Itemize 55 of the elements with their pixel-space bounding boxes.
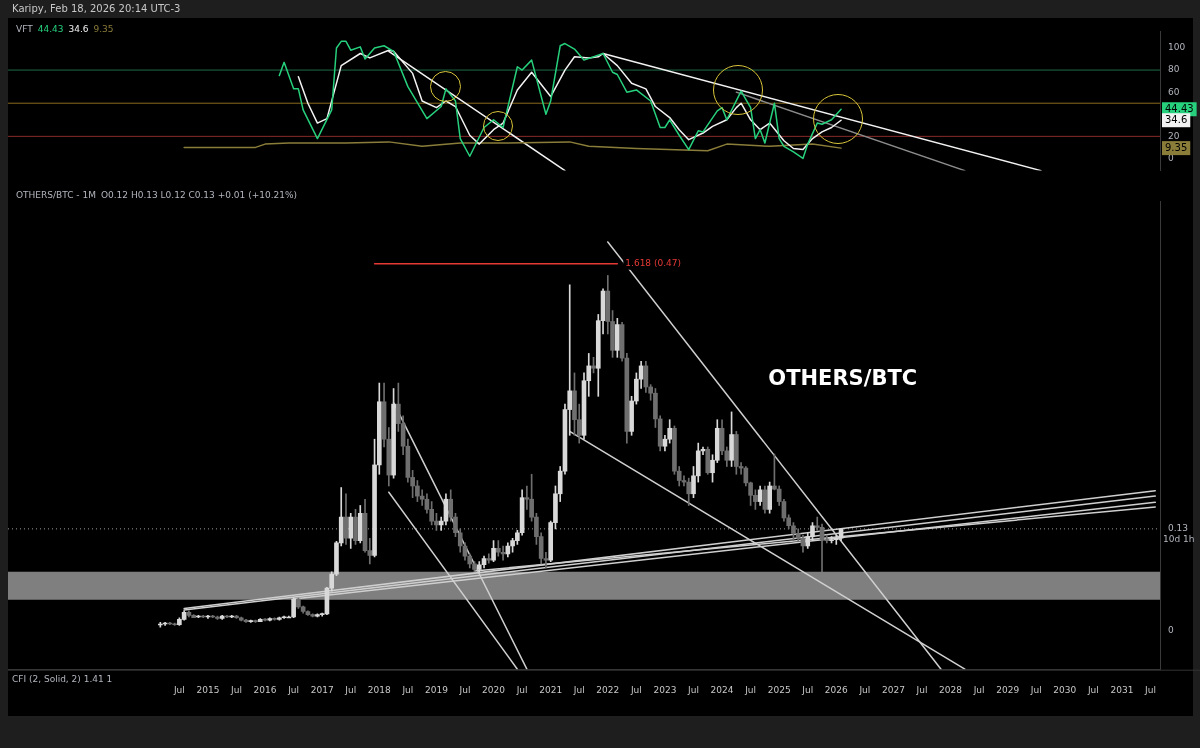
y-tick-label: 0.13 <box>1168 523 1189 534</box>
x-tick-label: 2015 <box>196 684 220 695</box>
x-tick-label: 2017 <box>310 684 334 695</box>
x-tick-label: Jul <box>458 684 471 695</box>
x-tick-label: Jul <box>401 684 414 695</box>
x-tick-label: 2023 <box>653 684 677 695</box>
chart-title: OTHERS/BTC - 1M <box>16 190 96 200</box>
y-tick-label: 60 <box>1168 86 1180 97</box>
x-tick-label: 2019 <box>424 684 449 695</box>
annotation: 44.43 <box>1165 102 1194 114</box>
x-tick-label: Jul <box>972 684 985 695</box>
x-tick-label: Jul <box>1086 684 1099 695</box>
x-tick-label: Jul <box>1029 684 1042 695</box>
x-tick-label: 2022 <box>596 684 620 695</box>
x-tick-label: Jul <box>1144 684 1156 695</box>
x-tick-label: 2027 <box>881 684 905 695</box>
x-tick-label: Jul <box>572 684 585 695</box>
y-tick-label: 100 <box>1168 42 1186 53</box>
x-tick-label: 2020 <box>482 684 506 695</box>
x-tick-label: 2031 <box>1110 684 1134 695</box>
x-tick-label: 2026 <box>824 684 849 695</box>
annotation: OTHERS/BTC <box>768 365 918 390</box>
x-tick-label: 2016 <box>253 684 277 695</box>
x-tick-label: Jul <box>629 684 642 695</box>
x-tick-label: 2029 <box>996 684 1020 695</box>
annotation: 1.618 (0.47) <box>625 258 682 269</box>
text: 34.6 <box>68 24 89 34</box>
text: 44.43 <box>37 24 64 34</box>
text: CFI (2, Solid, 2) 1.41 1 <box>12 673 113 684</box>
y-tick-label: 80 <box>1168 64 1180 75</box>
x-tick-label: Jul <box>858 684 871 695</box>
x-tick-label: Jul <box>515 684 528 695</box>
y-tick-label: 20 <box>1168 130 1180 141</box>
x-tick-label: 2018 <box>367 684 392 695</box>
text: Karipy, Feb 18, 2026 20:14 UTC-3 <box>12 3 181 14</box>
x-tick-label: 2021 <box>539 684 563 695</box>
x-tick-label: Jul <box>801 684 814 695</box>
annotation: 34.6 <box>1165 113 1188 125</box>
x-tick-label: 2030 <box>1053 684 1077 695</box>
chart-subtitle: O0.12 H0.13 L0.12 C0.13 +0.01 (+10.21%) <box>100 190 298 200</box>
x-tick-label: 2025 <box>767 684 791 695</box>
x-tick-label: Jul <box>172 684 185 695</box>
annotation: 9.35 <box>1165 141 1188 153</box>
x-tick-label: Jul <box>230 684 242 695</box>
chart-title: VFT <box>16 24 33 34</box>
x-tick-label: 2028 <box>939 684 963 695</box>
x-tick-label: Jul <box>344 684 357 695</box>
x-tick-label: Jul <box>744 684 757 695</box>
x-tick-label: Jul <box>687 684 699 695</box>
y-tick-label: 0 <box>1168 624 1174 635</box>
x-tick-label: Jul <box>915 684 928 695</box>
x-tick-label: Jul <box>287 684 300 695</box>
text: 10d 1h <box>1163 534 1195 545</box>
text: 9.35 <box>93 24 114 34</box>
x-tick-label: 2024 <box>710 684 734 695</box>
